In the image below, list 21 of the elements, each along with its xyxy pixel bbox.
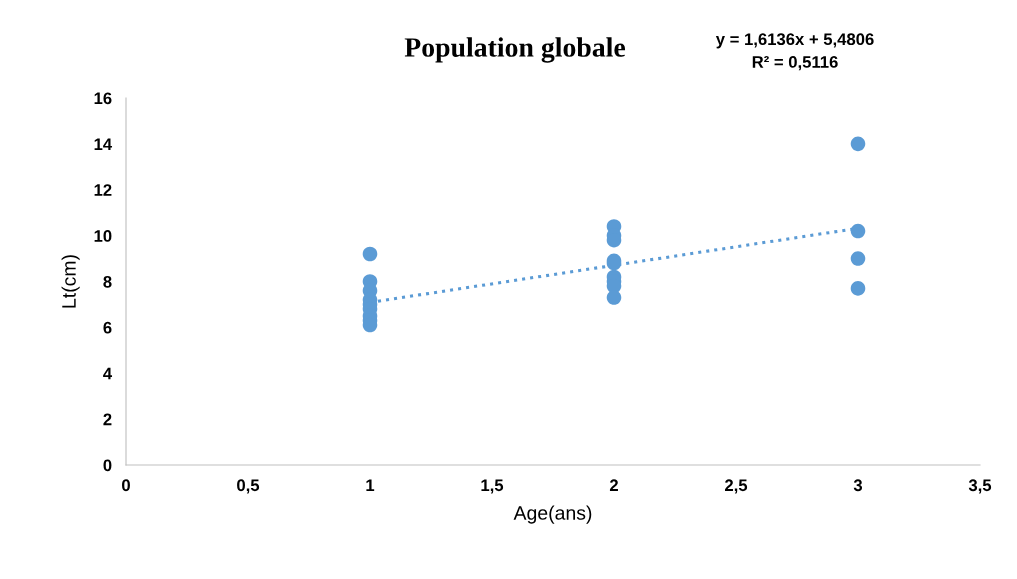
x-tick-label: 0 (122, 479, 130, 492)
x-tick-label: 1,5 (481, 479, 504, 494)
x-tick-label: 2 (609, 479, 618, 491)
y-tick-label: 10 (94, 230, 112, 242)
y-tick-label: 8 (103, 275, 112, 288)
x-tick-label: 0,5 (237, 479, 260, 494)
y-tick-label: 12 (94, 184, 112, 196)
y-tick-label: 2 (103, 413, 112, 426)
x-axis-title: Age(ans) (513, 505, 592, 524)
y-axis-title: Lt(cm) (61, 255, 80, 308)
chart-title: Population globale (404, 37, 626, 63)
x-tick-label: 3 (853, 479, 863, 492)
y-tick-label: 14 (94, 138, 113, 150)
text: y = 1,6136x + 5,4806 R² = 0,5116 (715, 33, 874, 71)
y-tick-label: 4 (103, 367, 113, 380)
y-tick-label: 16 (94, 92, 112, 105)
y-tick-label: 0 (103, 459, 112, 472)
x-tick-label: 1 (366, 479, 375, 491)
x-tick-label: 3,5 (968, 479, 992, 494)
x-tick-label: 2,5 (724, 479, 748, 494)
y-tick-label: 6 (103, 321, 112, 334)
